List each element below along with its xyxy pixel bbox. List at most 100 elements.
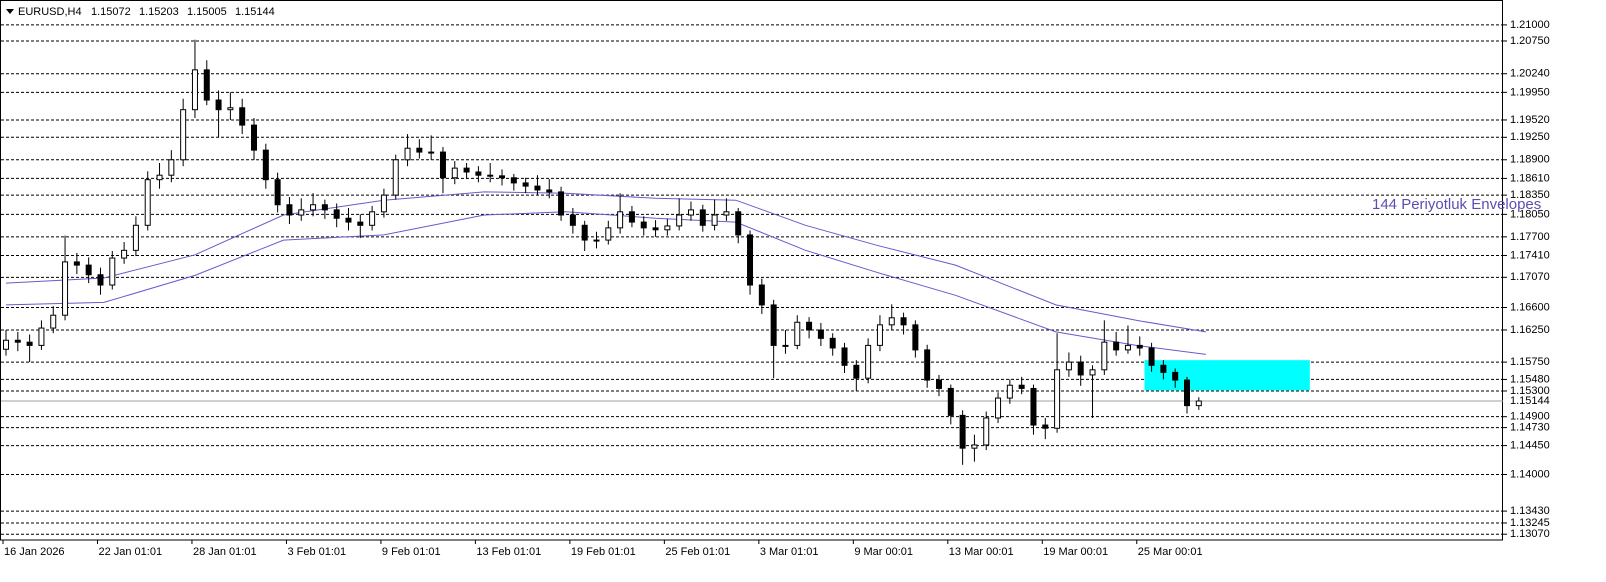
y-tick-label: 1.19250	[1510, 131, 1550, 143]
candle-body	[817, 329, 824, 339]
candle-body	[109, 257, 116, 286]
candle-body	[333, 209, 340, 219]
candle-body	[888, 317, 895, 326]
y-tick-label: 1.13070	[1510, 528, 1550, 540]
y-tick-label: 1.16250	[1510, 324, 1550, 336]
y-tick-label: 1.13430	[1510, 505, 1550, 517]
candle-body	[439, 151, 446, 179]
candle-body	[865, 344, 872, 379]
candle-body	[628, 211, 635, 223]
candle-body	[499, 175, 506, 179]
candle-body	[380, 194, 387, 213]
candle-body	[1077, 361, 1084, 376]
candle-body	[747, 234, 754, 286]
candle-body	[26, 341, 33, 346]
bid-label-bg	[1506, 395, 1561, 408]
candle-body	[475, 171, 482, 176]
candle-body	[251, 124, 258, 151]
candle-body	[947, 387, 954, 416]
candle-body	[617, 211, 624, 229]
candle-body	[62, 261, 69, 316]
y-tick-label: 1.14900	[1510, 411, 1550, 423]
candle-body	[912, 324, 919, 351]
header-close: 1.15144	[235, 6, 275, 18]
candle-body	[983, 417, 990, 446]
header-low: 1.15005	[187, 6, 227, 18]
candle-body	[711, 214, 718, 226]
y-tick-label: 1.14730	[1510, 422, 1550, 434]
candle-body	[664, 225, 671, 231]
candle-body	[841, 347, 848, 366]
candle-body	[404, 147, 411, 161]
header-high: 1.15203	[139, 6, 179, 18]
candle-body	[676, 214, 683, 227]
candle-body	[995, 397, 1002, 419]
candle-body	[38, 327, 45, 346]
candle-body	[806, 321, 813, 331]
candle-body	[534, 185, 541, 191]
candle-body	[1148, 347, 1155, 366]
x-tick-label: 13 Feb 01:01	[476, 546, 541, 558]
candle-body	[369, 211, 376, 226]
y-tick-label: 1.13245	[1510, 517, 1550, 529]
x-tick-label: 3 Mar 01:01	[760, 546, 819, 558]
candle-body	[168, 159, 175, 176]
y-tick-label: 1.17410	[1510, 249, 1550, 261]
candle-body	[876, 324, 883, 346]
candle-body	[345, 217, 352, 223]
y-tick-label: 1.18610	[1510, 172, 1550, 184]
candle-body	[451, 167, 458, 179]
y-tick-label: 1.18050	[1510, 208, 1550, 220]
candle-body	[959, 414, 966, 449]
candle-body	[699, 209, 706, 226]
y-tick-label: 1.17070	[1510, 271, 1550, 283]
candle-body	[581, 224, 588, 241]
candle-body	[50, 314, 57, 329]
y-tick-label: 1.19950	[1510, 86, 1550, 98]
candle-body	[853, 364, 860, 379]
candle-body	[735, 211, 742, 236]
candle-body	[1054, 369, 1061, 429]
y-tick-label: 1.17700	[1510, 231, 1550, 243]
envelope-line	[5, 211, 1206, 355]
candle-body	[428, 151, 435, 154]
candle-body	[310, 204, 317, 211]
candle-body	[487, 174, 494, 177]
candle-body	[522, 182, 529, 187]
candle-body	[298, 209, 305, 216]
x-tick-label: 9 Feb 01:01	[382, 546, 441, 558]
y-tick-label: 1.14450	[1510, 439, 1550, 451]
menu-arrow	[6, 9, 14, 14]
candle-body	[723, 211, 730, 216]
candle-body	[85, 264, 92, 276]
candle-body	[321, 204, 328, 211]
x-tick-label: 9 Mar 00:01	[854, 546, 913, 558]
header: EURUSD,H4 1.15072 1.15203 1.15005 1.1514…	[6, 6, 275, 18]
candle-body	[1160, 364, 1167, 373]
candle-body	[227, 107, 234, 111]
x-tick-label: 22 Jan 01:01	[98, 546, 162, 558]
candle-body	[758, 284, 765, 306]
candle-body	[286, 204, 293, 216]
candle-body	[1042, 424, 1049, 429]
y-tick-label: 1.14000	[1510, 468, 1550, 480]
x-tick-label: 25 Feb 01:01	[665, 546, 730, 558]
candle-body	[262, 149, 269, 181]
candle-body	[687, 209, 694, 216]
candle-body	[652, 227, 659, 231]
candle-body	[203, 69, 210, 101]
candle-body	[463, 167, 470, 173]
candle-body	[593, 239, 600, 242]
y-tick-label: 1.18350	[1510, 189, 1550, 201]
x-tick-label: 19 Feb 01:01	[571, 546, 636, 558]
candle-body	[1172, 371, 1179, 381]
envelope-line	[5, 191, 1206, 333]
candle-body	[416, 147, 423, 153]
candle-body	[97, 274, 104, 286]
x-tick-label: 19 Mar 00:01	[1043, 546, 1108, 558]
candle-body	[156, 174, 163, 181]
candle-body	[132, 224, 139, 251]
y-tick-label: 1.15300	[1510, 385, 1550, 397]
candle-body	[829, 337, 836, 349]
